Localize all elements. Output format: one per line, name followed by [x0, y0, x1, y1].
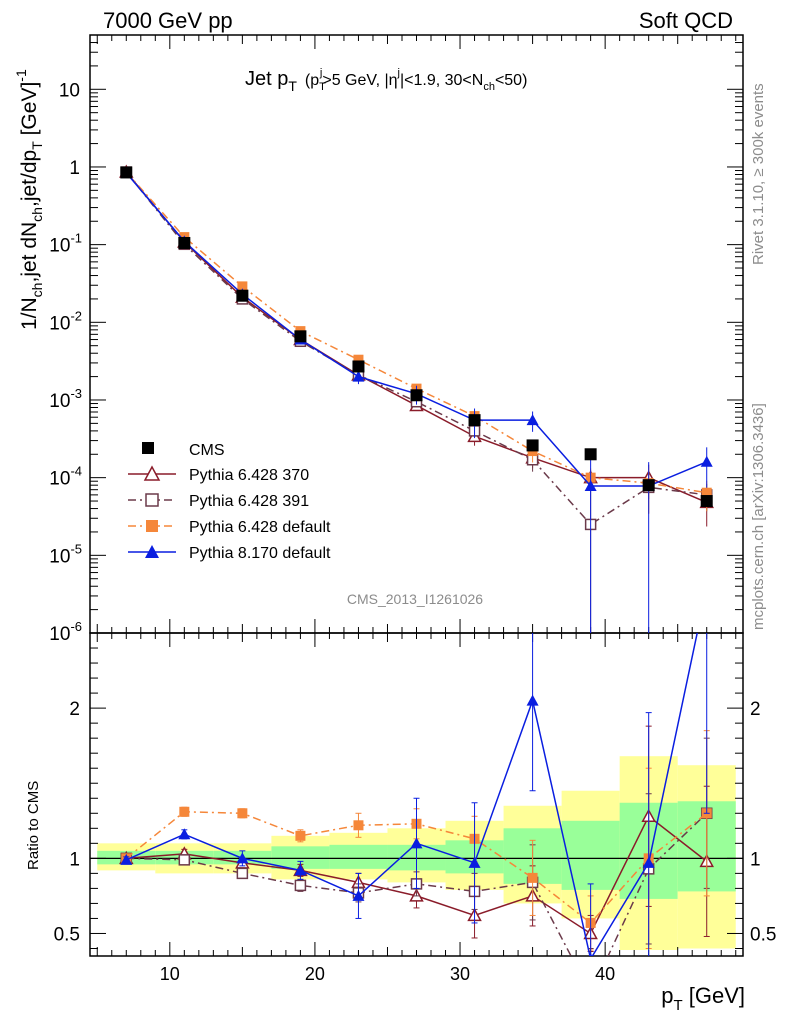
data-point	[236, 289, 249, 302]
ratio-tick-label: 0.5	[54, 924, 80, 945]
chart-title: Jet pT (pTj>5 GeV, |ηj|<1.9, 30<Nch<50)	[245, 67, 527, 94]
legend-label: Pythia 6.428 default	[189, 519, 331, 536]
data-marker	[468, 856, 481, 868]
data-marker	[178, 828, 191, 840]
data-marker	[143, 465, 161, 481]
header-left: 7000 GeV pp	[103, 8, 233, 33]
data-point	[468, 414, 481, 427]
data-marker	[527, 872, 538, 883]
data-marker	[353, 354, 364, 365]
series-2	[121, 167, 712, 515]
data-marker	[120, 853, 133, 865]
data-marker	[237, 808, 248, 819]
data-marker	[295, 830, 306, 841]
y-tick-label: 10	[59, 80, 80, 101]
x-tick-label: 10	[160, 964, 180, 984]
data-marker	[179, 806, 190, 817]
data-marker	[146, 520, 158, 532]
ratio-series-3	[120, 582, 713, 956]
series-3	[120, 166, 713, 633]
data-marker	[701, 582, 713, 593]
main-series	[119, 164, 714, 633]
data-marker	[353, 820, 364, 831]
data-point	[700, 495, 713, 508]
x-tick-label: 30	[450, 964, 470, 984]
y-tick-label: 10-6	[49, 619, 82, 645]
ratio-tick-label: 1	[69, 849, 80, 870]
data-marker	[700, 455, 713, 467]
data-marker	[526, 694, 539, 706]
ratio-series	[119, 582, 714, 999]
data-marker	[236, 867, 249, 880]
data-point	[120, 166, 133, 179]
data-marker	[145, 493, 159, 507]
data-point	[178, 236, 191, 249]
data-point	[642, 479, 655, 492]
data-marker	[294, 879, 307, 892]
y-tick-label: 10-4	[49, 464, 82, 490]
data-marker	[352, 370, 365, 382]
ratio-tick-label: 2	[69, 699, 80, 720]
data-marker	[588, 953, 593, 956]
legend-label-data: CMS	[189, 442, 225, 459]
legend-label: Pythia 6.428 370	[189, 467, 309, 484]
data-marker	[410, 837, 423, 849]
data-point	[352, 360, 365, 373]
data-marker	[642, 856, 655, 868]
data-point	[294, 330, 307, 343]
x-tick-label: 40	[595, 964, 615, 984]
legend: CMS Pythia 6.428 370 Pythia 6.428 391 Pythi…	[128, 442, 331, 562]
data-marker	[237, 281, 248, 292]
data-marker	[526, 414, 539, 426]
data-marker	[236, 852, 249, 864]
header-right: Soft QCD	[639, 8, 733, 33]
y-tick-label: 1	[69, 158, 80, 179]
data-marker	[145, 545, 159, 558]
data-marker	[584, 480, 597, 492]
x-axis-label: pT [GeV]	[661, 983, 745, 1014]
ratio-axis-label: Ratio to CMS	[25, 781, 42, 870]
legend-label: Pythia 8.170 default	[189, 545, 331, 562]
data-marker	[586, 989, 596, 999]
data-marker	[294, 864, 307, 876]
band-green	[561, 820, 620, 890]
rivet-label: Rivet 3.1.10, ≥ 300k events	[750, 83, 767, 265]
ratio-tick-label-right: 0.5	[750, 924, 776, 945]
y-axis-label: 1/Nch,jet dNch,jet/dpT [GeV]-1	[13, 69, 45, 330]
data-marker	[701, 487, 712, 498]
data-points	[120, 166, 713, 508]
legend-label: Pythia 6.428 391	[189, 493, 309, 510]
watermark: CMS_2013_I1261026	[347, 591, 483, 607]
main-frame	[89, 34, 744, 634]
series-line	[125, 171, 707, 526]
mcplots-label: mcplots.cern.ch [arXiv:1306.3436]	[750, 403, 767, 630]
y-tick-label: 10-1	[49, 231, 82, 257]
series-line	[125, 172, 708, 487]
data-point	[410, 389, 423, 402]
x-tick-label: 20	[305, 964, 325, 984]
data-marker	[178, 854, 191, 866]
series-1	[120, 166, 713, 633]
y-tick-label: 10-3	[49, 386, 82, 412]
band-green	[329, 844, 388, 869]
legend-marker-data	[142, 442, 154, 454]
ratio-tick-label-right: 1	[750, 849, 761, 870]
y-tick-label: 10-2	[49, 308, 82, 334]
data-point	[584, 448, 597, 461]
data-marker	[352, 889, 365, 901]
band-green	[271, 846, 330, 869]
ratio-tick-label-right: 2	[750, 699, 761, 720]
y-tick-label: 10-5	[49, 541, 82, 567]
data-point	[526, 439, 539, 452]
